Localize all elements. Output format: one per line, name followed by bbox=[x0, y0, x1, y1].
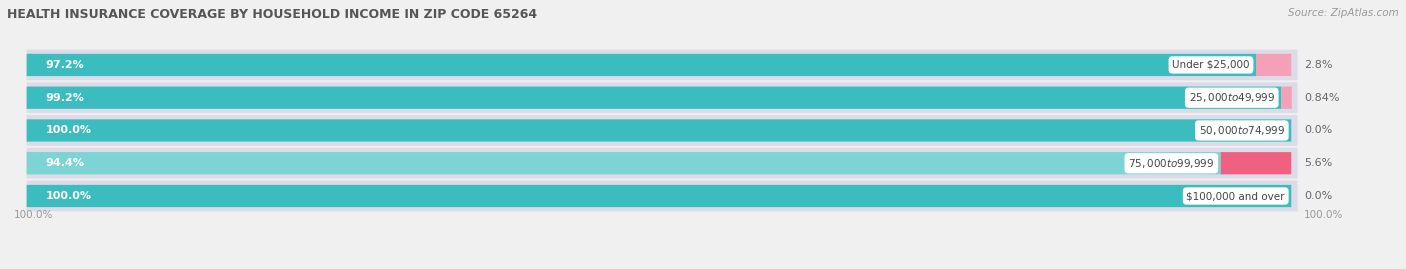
Text: Under $25,000: Under $25,000 bbox=[1173, 60, 1250, 70]
Text: 100.0%: 100.0% bbox=[45, 125, 91, 136]
Text: 100.0%: 100.0% bbox=[1303, 210, 1343, 220]
Text: 5.6%: 5.6% bbox=[1303, 158, 1331, 168]
FancyBboxPatch shape bbox=[27, 180, 1298, 211]
FancyBboxPatch shape bbox=[27, 87, 1281, 109]
Text: HEALTH INSURANCE COVERAGE BY HOUSEHOLD INCOME IN ZIP CODE 65264: HEALTH INSURANCE COVERAGE BY HOUSEHOLD I… bbox=[7, 8, 537, 21]
FancyBboxPatch shape bbox=[27, 152, 1220, 174]
FancyBboxPatch shape bbox=[27, 119, 1291, 141]
Text: 94.4%: 94.4% bbox=[45, 158, 84, 168]
FancyBboxPatch shape bbox=[27, 82, 1298, 113]
Text: $50,000 to $74,999: $50,000 to $74,999 bbox=[1199, 124, 1285, 137]
Text: 97.2%: 97.2% bbox=[45, 60, 84, 70]
Text: 100.0%: 100.0% bbox=[14, 210, 53, 220]
Text: 0.0%: 0.0% bbox=[1303, 125, 1331, 136]
Text: $100,000 and over: $100,000 and over bbox=[1187, 191, 1285, 201]
Text: 100.0%: 100.0% bbox=[45, 191, 91, 201]
Text: $75,000 to $99,999: $75,000 to $99,999 bbox=[1128, 157, 1215, 170]
FancyBboxPatch shape bbox=[1220, 152, 1291, 174]
Text: 2.8%: 2.8% bbox=[1303, 60, 1333, 70]
Text: Source: ZipAtlas.com: Source: ZipAtlas.com bbox=[1288, 8, 1399, 18]
Text: $25,000 to $49,999: $25,000 to $49,999 bbox=[1188, 91, 1275, 104]
FancyBboxPatch shape bbox=[1281, 87, 1292, 109]
FancyBboxPatch shape bbox=[27, 148, 1298, 179]
FancyBboxPatch shape bbox=[27, 185, 1291, 207]
FancyBboxPatch shape bbox=[27, 115, 1298, 146]
Text: 99.2%: 99.2% bbox=[45, 93, 84, 103]
FancyBboxPatch shape bbox=[27, 49, 1298, 80]
Text: 0.0%: 0.0% bbox=[1303, 191, 1331, 201]
FancyBboxPatch shape bbox=[1256, 54, 1291, 76]
FancyBboxPatch shape bbox=[27, 54, 1256, 76]
Text: 0.84%: 0.84% bbox=[1305, 93, 1340, 103]
